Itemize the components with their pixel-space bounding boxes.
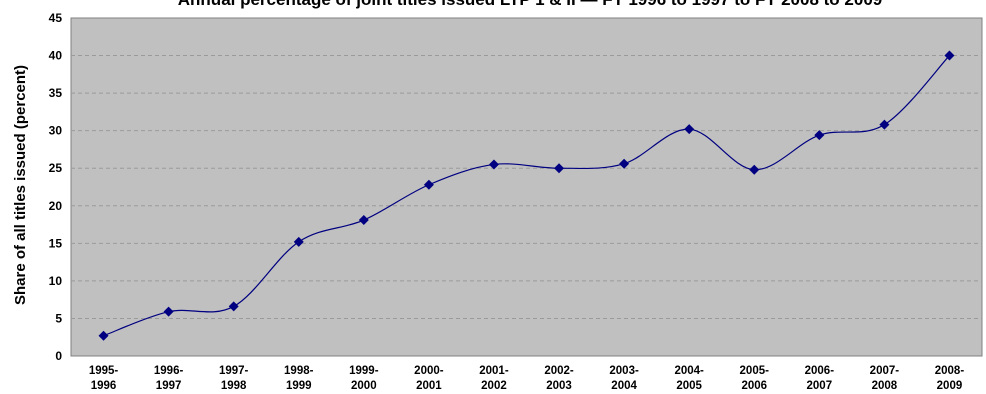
x-tick-label: 2000-	[414, 365, 444, 377]
y-tick-label: 15	[49, 236, 63, 250]
gridlines	[71, 55, 982, 319]
x-tick-label: 2006-	[805, 365, 835, 377]
x-tick-label: 2001-	[479, 365, 509, 377]
x-tick-label: 2000	[351, 380, 377, 392]
x-tick-label: 2003	[546, 380, 572, 392]
y-tick-label: 35	[49, 86, 63, 100]
x-tick-label: 2002	[481, 380, 507, 392]
x-tick-label: 2009	[937, 380, 963, 392]
x-tick-label: 2007-	[870, 365, 900, 377]
x-tick-label: 1996	[91, 380, 117, 392]
data-point-marker	[423, 179, 434, 190]
x-tick-label: 1998-	[284, 365, 314, 377]
data-point-marker	[554, 163, 565, 174]
x-tick-label: 1998	[221, 380, 247, 392]
x-tick-label: 2003-	[609, 365, 639, 377]
x-tick-label: 2004	[611, 380, 637, 392]
x-tick-label: 2005-	[740, 365, 770, 377]
x-tick-label: 2008	[872, 380, 898, 392]
data-point-marker	[684, 124, 695, 135]
x-axis-tick-labels: 1995- 1996 1996- 1997 1997- 1998 1998- 1999 1999…	[89, 365, 965, 392]
x-tick-label: 2007	[807, 380, 833, 392]
y-axis-tick-labels: 0 5 10 15 20 25 30 35 40 45	[49, 11, 63, 363]
x-tick-label: 2001	[416, 380, 442, 392]
y-tick-label: 40	[49, 49, 63, 63]
x-tick-label: 2004-	[674, 365, 704, 377]
data-point-marker	[749, 164, 760, 175]
plot-area	[70, 17, 983, 357]
x-tick-label: 1997	[156, 380, 182, 392]
data-markers	[98, 50, 955, 341]
y-tick-label: 5	[55, 311, 62, 325]
y-tick-label: 30	[49, 124, 63, 138]
chart-title: Annual percentage of joint titles issued…	[178, 0, 882, 9]
x-tick-label: 2008-	[935, 365, 965, 377]
data-point-marker	[488, 159, 499, 170]
x-tick-label: 1997-	[219, 365, 249, 377]
data-point-marker	[98, 330, 109, 341]
data-point-marker	[879, 119, 890, 130]
y-tick-label: 20	[49, 199, 63, 213]
data-point-marker	[293, 236, 304, 247]
y-axis-label: Share of all titles issued (percent)	[12, 65, 29, 305]
data-point-marker	[944, 50, 955, 61]
x-tick-label: 1999	[286, 380, 312, 392]
y-tick-label: 0	[55, 349, 62, 363]
x-tick-label: 2002-	[544, 365, 574, 377]
x-tick-label: 1999-	[349, 365, 379, 377]
data-point-marker	[814, 130, 825, 141]
data-point-marker	[358, 215, 369, 226]
y-tick-label: 10	[49, 274, 63, 288]
x-tick-label: 1996-	[154, 365, 184, 377]
data-point-marker	[228, 301, 239, 312]
x-tick-label: 1995-	[89, 365, 119, 377]
x-tick-label: 2006	[741, 380, 767, 392]
x-tick-label: 2005	[676, 380, 702, 392]
y-tick-label: 25	[49, 161, 63, 175]
data-point-marker	[619, 158, 630, 169]
data-point-marker	[163, 306, 174, 317]
y-tick-label: 45	[49, 11, 63, 25]
